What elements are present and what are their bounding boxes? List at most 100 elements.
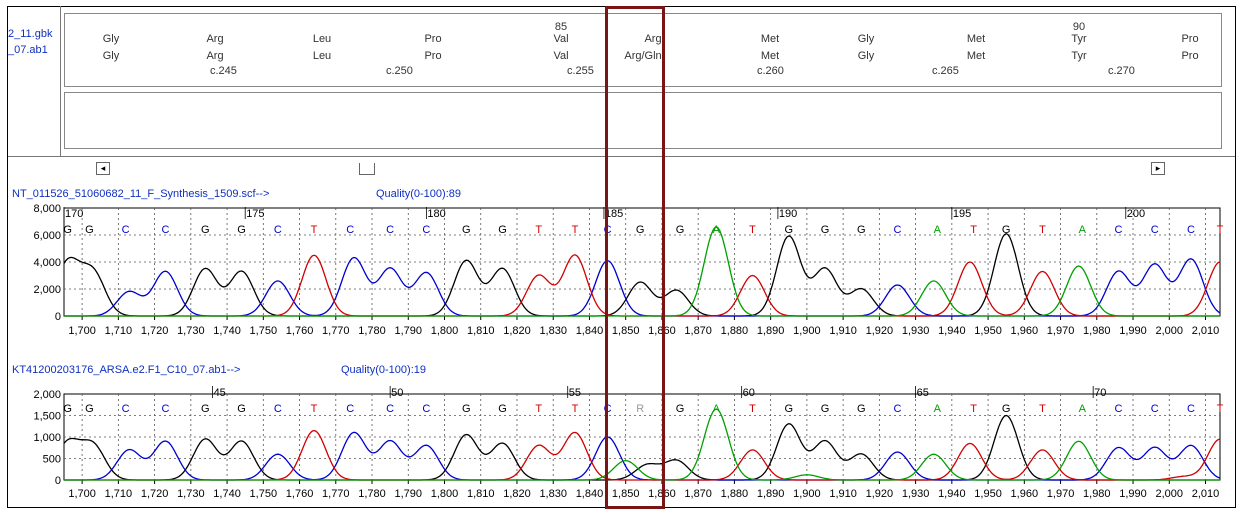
base-number-label: 55 (569, 387, 581, 399)
x-tick-label: 1,870 (684, 488, 712, 500)
base-call: G (636, 224, 645, 236)
base-number-label: 185 (605, 208, 623, 220)
x-tick-label: 1,840 (576, 325, 604, 337)
file-item-sample[interactable]: _07.ab1 (8, 44, 48, 56)
x-tick-label: 1,820 (503, 325, 531, 337)
base-number-label: 45 (214, 387, 226, 399)
x-tick-label: 1,940 (938, 488, 966, 500)
base-call: G (462, 224, 471, 236)
base-call: G (462, 403, 471, 415)
x-tick-label: 1,700 (68, 325, 96, 337)
ref-aa: Arg (206, 33, 224, 45)
sample-aa: Gly (857, 50, 875, 62)
cdna-position: c.245 (210, 65, 237, 77)
base-call: T (311, 224, 318, 236)
base-call: C (604, 403, 612, 415)
base-call: C (422, 403, 430, 415)
x-tick-label: 1,730 (177, 325, 205, 337)
x-tick-label: 1,910 (829, 488, 857, 500)
ref-aa: Leu (312, 33, 332, 45)
x-tick-label: 1,760 (286, 488, 314, 500)
base-call: A (934, 224, 942, 236)
base-call: G (498, 403, 507, 415)
x-tick-label: 1,790 (394, 325, 422, 337)
ref-aa: Tyr (1071, 33, 1087, 45)
base-number-label: 195 (953, 208, 971, 220)
base-call: T (1039, 224, 1046, 236)
base-call: C (1187, 403, 1195, 415)
base-call: G (821, 224, 830, 236)
base-call: R (636, 403, 644, 415)
base-call: G (1002, 224, 1011, 236)
base-number-label: 190 (779, 208, 797, 220)
base-call: G (63, 224, 72, 236)
x-tick-label: 1,800 (431, 488, 459, 500)
scroll-thumb[interactable] (359, 163, 375, 175)
base-call: G (201, 224, 210, 236)
base-call: C (1187, 224, 1195, 236)
x-tick-label: 1,940 (938, 325, 966, 337)
sample-aa: Gly (102, 50, 120, 62)
x-tick-label: 1,950 (974, 325, 1002, 337)
file-item-reference[interactable]: 2_11.gbk (8, 28, 53, 40)
translation-panel (64, 13, 1222, 87)
track-sample-quality: Quality(0-100):19 (341, 364, 426, 376)
base-call: T (970, 403, 977, 415)
x-tick-label: 1,800 (431, 325, 459, 337)
base-call: T (970, 224, 977, 236)
pane-divider (8, 156, 1235, 157)
base-call: C (1151, 403, 1159, 415)
cdna-position: c.270 (1108, 65, 1135, 77)
sample-aa: Tyr (1071, 50, 1087, 62)
base-call: T (311, 403, 318, 415)
x-tick-label: 2,000 (1156, 488, 1184, 500)
scroll-right-button[interactable]: ▸ (1151, 162, 1165, 175)
base-call: T (1217, 224, 1224, 236)
base-call: C (386, 403, 394, 415)
base-call: G (857, 224, 866, 236)
x-tick-label: 1,750 (250, 325, 278, 337)
base-call: A (713, 224, 721, 236)
sample-aa: Val (553, 50, 569, 62)
x-tick-label: 1,850 (612, 488, 640, 500)
y-tick-label: 500 (43, 454, 61, 466)
base-call: G (676, 224, 685, 236)
chromatogram-sample: 2,000 1,500 1,000 500 0 1,700 1,710 1,720 1,730 1… (33, 386, 1224, 500)
x-tick-label: 1,920 (866, 488, 894, 500)
x-tick-label: 1,830 (539, 325, 567, 337)
trace-A (64, 408, 1220, 481)
base-call: T (572, 403, 579, 415)
y-tick-label: 6,000 (33, 230, 61, 242)
x-tick-label: 1,860 (648, 488, 676, 500)
y-tick-label: 0 (55, 475, 61, 487)
x-tick-label: 1,780 (358, 488, 386, 500)
ref-aa: Met (966, 33, 986, 45)
base-call: G (857, 403, 866, 415)
x-tick-label: 1,760 (286, 325, 314, 337)
base-call: C (122, 403, 130, 415)
trace-A (64, 226, 1220, 317)
base-call: T (749, 403, 756, 415)
x-tick-label: 1,740 (213, 488, 241, 500)
base-number-label: 50 (391, 387, 403, 399)
base-number-label: 170 (65, 208, 83, 220)
scroll-left-button[interactable]: ◂ (96, 162, 110, 175)
x-tick-label: 1,990 (1119, 488, 1147, 500)
y-tick-label: 0 (55, 311, 61, 323)
x-tick-label: 1,970 (1047, 325, 1075, 337)
x-tick-label: 1,920 (866, 325, 894, 337)
base-call: C (1115, 403, 1123, 415)
sample-aa: Leu (312, 50, 332, 62)
ref-aa: Gly (102, 33, 120, 45)
base-call: G (676, 403, 685, 415)
x-tick-label: 1,700 (68, 488, 96, 500)
trace-G (63, 232, 1220, 317)
base-call: C (122, 224, 130, 236)
x-tick-label: 1,850 (612, 325, 640, 337)
trace-T (64, 254, 1221, 317)
x-tick-label: 1,890 (757, 488, 785, 500)
y-tick-label: 2,000 (33, 284, 61, 296)
base-call: T (749, 224, 756, 236)
x-tick-label: 1,980 (1083, 488, 1111, 500)
base-call: C (894, 403, 902, 415)
